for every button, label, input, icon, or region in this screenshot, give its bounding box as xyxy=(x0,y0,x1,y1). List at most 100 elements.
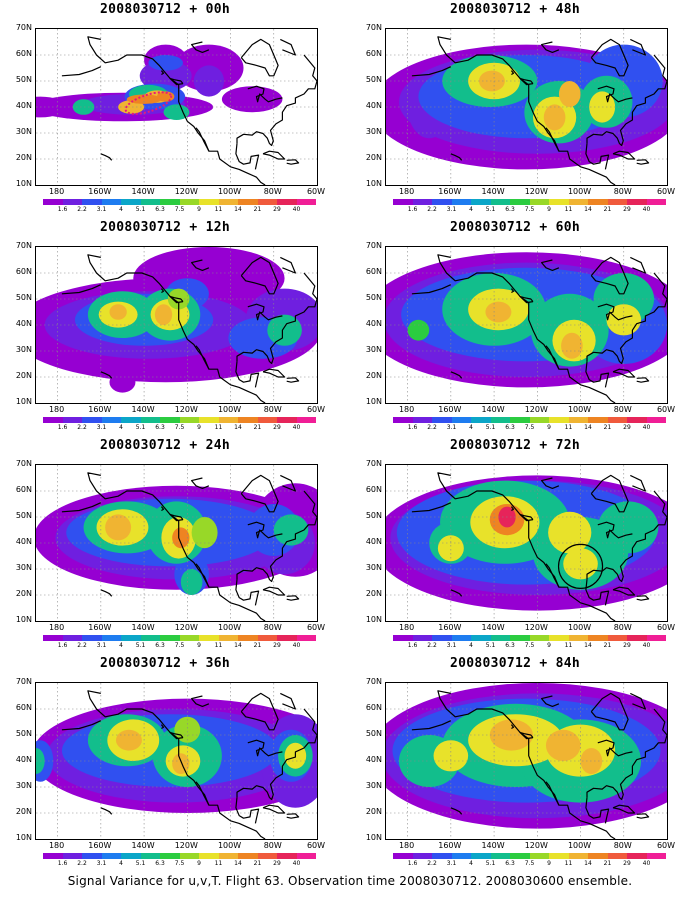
lat-tick-label: 60N xyxy=(365,49,382,58)
colorbar-label: 5.1 xyxy=(485,642,496,649)
colorbar-label: 3.1 xyxy=(96,206,107,213)
colorbar-labels: 1.6 2.2 3.1 4 5.1 6.3 7.5 9 11 14 21 29 40 xyxy=(43,861,316,869)
lon-tick-label: 120W xyxy=(174,623,198,632)
lat-tick-label: 70N xyxy=(365,23,382,32)
panel-title: 2008030712 + 12h xyxy=(99,220,231,235)
colorbar-swatch xyxy=(238,417,258,423)
coastline xyxy=(236,708,317,801)
colorbar-label: 14 xyxy=(234,642,242,649)
coastline xyxy=(61,66,102,77)
colorbar-label: 40 xyxy=(642,424,651,431)
lat-tick-label: 70N xyxy=(365,459,382,468)
coastline xyxy=(450,807,463,815)
lat-tick-label: 20N xyxy=(365,589,382,598)
coastline xyxy=(262,586,286,596)
colorbar-swatch xyxy=(432,853,452,859)
coastline xyxy=(585,579,610,606)
lon-tick-label: 100W xyxy=(217,841,242,850)
colorbar-swatch xyxy=(393,199,413,205)
coastline xyxy=(240,256,279,295)
map-panel: 2008030712 + 84h 70N 60N 50N 40N 30N 20N 10N 180… xyxy=(350,654,680,867)
colorbar-label: 40 xyxy=(292,424,301,431)
coastline xyxy=(541,41,560,53)
lon-tick-label: 60W xyxy=(656,841,676,850)
colorbar-swatch xyxy=(549,199,569,205)
colorbar-labels: 1.6 2.2 3.1 4 5.1 6.3 7.5 9 11 14 21 29 40 xyxy=(43,643,316,651)
colorbar-label: 9 xyxy=(547,642,551,649)
panel-title: 2008030712 + 72h xyxy=(449,438,581,453)
coastline xyxy=(235,797,260,824)
coastline xyxy=(286,377,300,383)
coastline xyxy=(411,720,452,731)
coastline xyxy=(280,38,296,56)
colorbar-label: 1.6 xyxy=(407,206,418,213)
colorbar-label: 21 xyxy=(253,424,262,431)
panel-title: 2008030712 + 36h xyxy=(99,656,231,671)
colorbar-label: 5.1 xyxy=(485,206,496,213)
coastline xyxy=(195,127,210,152)
coastline xyxy=(585,143,610,170)
colorbar-labels: 1.6 2.2 3.1 4 5.1 6.3 7.5 9 11 14 21 29 40 xyxy=(43,425,316,433)
colorbar-swatch xyxy=(82,635,102,641)
coastline xyxy=(262,804,286,814)
colorbar-swatch xyxy=(412,635,432,641)
variance-map xyxy=(35,464,318,622)
colorbar-swatch xyxy=(549,635,569,641)
colorbar-label: 1.6 xyxy=(57,206,68,213)
colorbar-swatch xyxy=(257,417,277,423)
colorbar-swatch xyxy=(568,417,588,423)
lat-tick-label: 30N xyxy=(365,345,382,354)
lat-tick-label: 40N xyxy=(15,319,32,328)
colorbar-label: 3.1 xyxy=(446,860,457,867)
coastline xyxy=(519,513,534,522)
colorbar-label: 2.2 xyxy=(427,206,437,213)
colorbar-swatch xyxy=(82,417,102,423)
coastline xyxy=(169,513,184,522)
colorbar-label: 29 xyxy=(273,860,281,867)
colorbar-label: 2.2 xyxy=(77,424,87,431)
coastline xyxy=(160,506,165,512)
coastline xyxy=(586,272,667,365)
colorbar-swatch xyxy=(627,417,647,423)
colorbar-label: 40 xyxy=(642,642,651,649)
colorbar-label: 2.2 xyxy=(77,860,87,867)
colorbar-swatch xyxy=(199,199,219,205)
coastline xyxy=(411,502,452,513)
lat-tick-label: 50N xyxy=(365,75,382,84)
coastline xyxy=(191,695,210,707)
colorbar-swatch xyxy=(393,853,413,859)
colorbar-swatch xyxy=(82,853,102,859)
colorbar-swatch xyxy=(607,417,627,423)
coastline xyxy=(612,368,636,378)
coastline xyxy=(590,256,629,295)
colorbar-swatch xyxy=(646,199,666,205)
coastline xyxy=(169,77,184,86)
lon-tick-label: 180 xyxy=(398,623,415,632)
colorbar-label: 5.1 xyxy=(135,860,146,867)
lon-tick-label: 180 xyxy=(398,187,415,196)
coastline xyxy=(61,720,102,731)
coastline xyxy=(450,371,463,379)
coastline xyxy=(450,153,463,161)
colorbar-swatch xyxy=(101,417,121,423)
lat-tick-label: 70N xyxy=(15,459,32,468)
coastline xyxy=(191,41,210,53)
colorbar-label: 3.1 xyxy=(446,206,457,213)
coastline xyxy=(590,474,629,513)
coastline xyxy=(280,256,296,274)
colorbar-swatch xyxy=(101,853,121,859)
colorbar-label: 11 xyxy=(564,424,573,431)
variance-contour xyxy=(407,319,430,341)
lon-tick-label: 100W xyxy=(567,841,592,850)
colorbar-label: 6.3 xyxy=(155,642,165,649)
coastline xyxy=(437,472,616,621)
coastline xyxy=(169,731,184,740)
colorbar xyxy=(393,853,666,859)
map-canvas xyxy=(36,683,317,839)
colorbar-label: 21 xyxy=(603,424,612,431)
colorbar-swatch xyxy=(218,853,238,859)
lon-tick-label: 100W xyxy=(567,187,592,196)
colorbar-label: 1.6 xyxy=(57,642,68,649)
colorbar-swatch xyxy=(257,199,277,205)
colorbar-swatch xyxy=(646,417,666,423)
